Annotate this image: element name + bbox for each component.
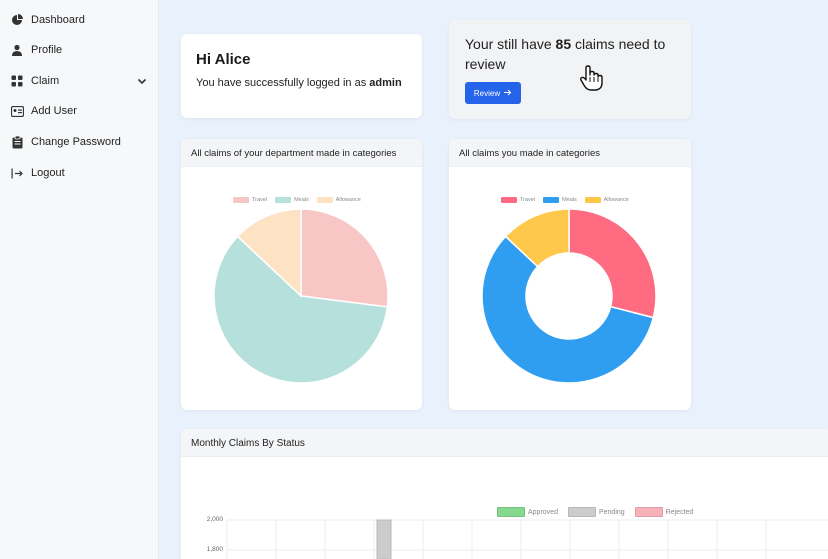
pie-slice-travel[interactable] [568,208,657,319]
legend-swatch [316,197,333,203]
sidebar-item-profile[interactable]: Profile [10,39,148,61]
user-role: admin [369,77,402,89]
sidebar-item-label: Add User [31,105,77,117]
chart-legend: Travel Meals Allowance [501,197,629,203]
logout-icon [10,166,24,180]
review-button[interactable]: Review [465,82,521,104]
y-tick-label: 2,000 [206,516,223,523]
legend-item[interactable]: Travel [501,197,535,203]
sidebar: Dashboard Profile Claim Add User Change … [0,0,159,559]
welcome-greeting: Hi Alice [196,51,251,68]
pie-slice-allowance[interactable] [236,208,302,298]
pie-slice-travel[interactable] [300,208,389,308]
id-card-icon [10,104,24,118]
legend-label: Travel [520,197,536,203]
my-donut-chart [481,208,657,384]
sidebar-item-add-user[interactable]: Add User [10,100,148,122]
sidebar-item-label: Profile [31,44,63,56]
legend-swatch [634,507,663,517]
chart-title: Monthly Claims By Status [181,429,828,457]
legend-swatch [497,507,525,517]
sidebar-item-logout[interactable]: Logout [10,162,148,184]
legend-swatch [501,197,517,203]
chart-legend: Travel Meals Allowance [233,197,361,203]
y-tick-label: 1,800 [206,546,223,553]
legend-swatch [567,507,596,517]
arrow-right-icon [504,89,512,98]
monthly-claims-card: Monthly Claims By Status Approved Pending… [181,429,828,559]
review-card: Your still have 85 claims need to review… [449,20,691,119]
pie-slice-allowance[interactable] [504,208,570,268]
department-pie-chart [213,208,389,384]
pie-slice-meals[interactable] [213,235,389,384]
legend-swatch [275,197,292,203]
legend-label: Allowance [603,197,629,203]
legend-item[interactable]: Pending [567,507,625,517]
legend-item[interactable]: Approved [497,507,558,517]
review-message: Your still have 85 claims need to review [465,34,695,74]
department-claims-chart-card: All claims of your department made in ca… [181,139,422,410]
legend-label: Pending [598,508,625,516]
welcome-message-text: You have successfully logged in as [196,77,370,89]
bar-pending[interactable] [376,519,392,559]
monthly-bar-chart [226,519,828,559]
sidebar-item-dashboard[interactable]: Dashboard [10,9,148,31]
legend-swatch [584,197,601,203]
legend-swatch [233,197,249,203]
my-claims-chart-card: All claims you made in categories Travel… [449,139,691,410]
review-prefix: Your still have [465,36,556,52]
grid-icon [10,74,24,88]
pie-slice-meals[interactable] [481,235,655,384]
legend-label: Meals [562,197,577,203]
review-button-label: Review [473,88,501,98]
legend-item[interactable]: Travel [233,197,267,203]
legend-label: Rejected [665,508,694,516]
chart-legend: Approved Pending Rejected [497,507,693,517]
legend-label: Allowance [335,197,361,203]
legend-item[interactable]: Rejected [634,507,694,517]
legend-swatch [543,197,560,203]
chart-title: All claims of your department made in ca… [181,139,422,167]
sidebar-item-change-password[interactable]: Change Password [10,131,148,153]
welcome-card: Hi Alice You have successfully logged in… [181,34,422,118]
legend-item[interactable]: Meals [543,197,577,203]
pie-chart-icon [10,13,24,27]
sidebar-item-claim[interactable]: Claim [10,70,148,92]
sidebar-item-label: Logout [31,167,65,179]
user-icon [10,43,24,57]
legend-label: Approved [528,508,558,516]
welcome-message: You have successfully logged in as admin [196,77,402,89]
legend-label: Meals [294,197,309,203]
review-suffix: claims need to review [465,36,666,72]
clipboard-icon [10,135,24,149]
pending-claims-count: 85 [555,36,572,52]
sidebar-item-label: Claim [31,75,60,87]
legend-item[interactable]: Meals [275,197,309,203]
sidebar-item-label: Change Password [31,136,121,148]
chevron-down-icon[interactable] [136,75,148,87]
hand-pointer-icon [579,64,605,97]
legend-item[interactable]: Allowance [316,197,361,203]
chart-title: All claims you made in categories [449,139,691,167]
sidebar-item-label: Dashboard [31,14,85,26]
legend-label: Travel [252,197,268,203]
legend-item[interactable]: Allowance [584,197,629,203]
